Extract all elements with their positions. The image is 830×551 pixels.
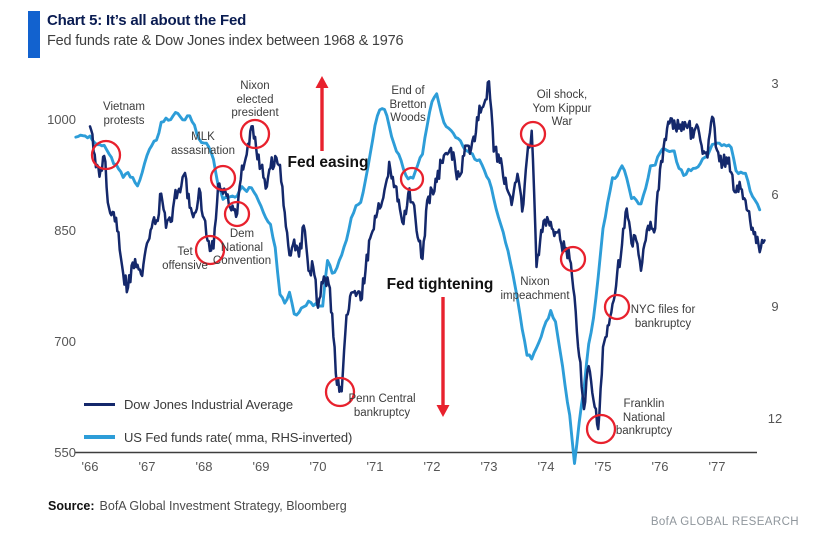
annotation-dem-national-convention: Dem National Convention	[212, 228, 272, 268]
annotation-penn-central-bankruptcy: Penn Central bankruptcy	[348, 393, 416, 419]
x-axis-tick-1966: '66	[81, 459, 99, 474]
right-axis-tick-3: 3	[771, 75, 779, 91]
left-axis-tick-700: 700	[54, 333, 76, 349]
annotation-end-of-bretton-woods: End of Bretton Woods	[389, 85, 427, 125]
legend-label-dow: Dow Jones Industrial Average	[124, 396, 293, 412]
x-axis-tick-1973: '73	[480, 459, 498, 474]
event-circle-nixon-elected-president	[239, 118, 271, 150]
fed-funds-line	[74, 92, 762, 465]
x-axis-tick-1977: '77	[708, 459, 726, 474]
event-circle-franklin-national-bankruptcy	[585, 413, 617, 445]
annotation-tet-offensive: Tet offensive	[162, 246, 208, 272]
right-axis-tick-6: 6	[771, 187, 779, 203]
event-circle-vietnam-protests	[90, 139, 122, 171]
x-axis-tick-1971: '71	[366, 459, 384, 474]
legend: Dow Jones Industrial Average US Fed fund…	[84, 396, 352, 462]
x-axis-tick-1975: '75	[594, 459, 612, 474]
left-axis-tick-850: 850	[54, 222, 76, 238]
x-axis-tick-1976: '76	[651, 459, 669, 474]
event-circle-nyc-files-for-bankruptcy	[603, 293, 631, 321]
x-axis-tick-1968: '68	[195, 459, 213, 474]
annotation-oil-shock-yom-kippur-war: Oil shock, Yom Kippur War	[532, 89, 592, 129]
x-axis-tick-1974: '74	[537, 459, 555, 474]
event-circle-dem-national-convention	[223, 200, 251, 228]
legend-label-fed: US Fed funds rate( mma, RHS-inverted)	[124, 429, 353, 445]
title-accent-bar	[28, 11, 40, 58]
left-axis-tick-1000: 1000	[47, 111, 76, 127]
label-fed-easing: Fed easing	[287, 154, 369, 171]
right-axis-tick-9: 9	[771, 299, 779, 315]
x-axis-tick-1970: '70	[309, 459, 327, 474]
legend-item-dow: Dow Jones Industrial Average	[84, 396, 352, 412]
fed-tightening-arrowhead	[436, 405, 450, 417]
event-circle-mlk-assasination	[209, 164, 237, 192]
source-line: Source: BofA Global Investment Strategy, …	[48, 499, 347, 513]
annotation-mlk-assasination: MLK assasination	[171, 131, 235, 157]
left-axis-tick-550: 550	[54, 444, 76, 460]
event-circle-tet-offensive	[194, 234, 226, 266]
annotation-nixon-elected-president: Nixon elected president	[231, 80, 279, 120]
annotation-franklin-national-bankruptcy: Franklin National bankruptcy	[615, 398, 673, 438]
source-text: BofA Global Investment Strategy, Bloombe…	[99, 499, 347, 513]
x-axis-tick-1972: '72	[423, 459, 441, 474]
dow-jones-line	[88, 80, 766, 431]
annotation-vietnam-protests: Vietnam protests	[103, 101, 145, 127]
x-axis-tick-1969: '69	[252, 459, 270, 474]
source-label: Source:	[48, 499, 95, 513]
annotation-nixon-impeachment: Nixon impeachment	[500, 276, 570, 302]
event-circle-penn-central-bankruptcy	[324, 376, 356, 408]
x-axis-tick-1967: '67	[138, 459, 156, 474]
brand-footer: BofA GLOBAL RESEARCH	[650, 516, 799, 528]
annotation-nyc-files-for-bankruptcy: NYC files for bankruptcy	[630, 304, 696, 330]
legend-item-fed: US Fed funds rate( mma, RHS-inverted)	[84, 429, 352, 445]
event-circle-oil-shock-yom-kippur-war	[519, 120, 547, 148]
right-axis-tick-12: 12	[767, 411, 783, 427]
fed-line-swatch	[84, 435, 115, 439]
fed-easing-arrowhead	[315, 76, 329, 88]
dow-line-swatch	[84, 402, 115, 406]
event-circle-nixon-impeachment	[559, 245, 587, 273]
chart-subtitle: Fed funds rate & Dow Jones index between…	[47, 33, 404, 49]
label-fed-tightening: Fed tightening	[386, 276, 494, 293]
event-circle-end-of-bretton-woods	[399, 166, 425, 192]
chart-title: Chart 5: It’s all about the Fed	[47, 12, 247, 29]
